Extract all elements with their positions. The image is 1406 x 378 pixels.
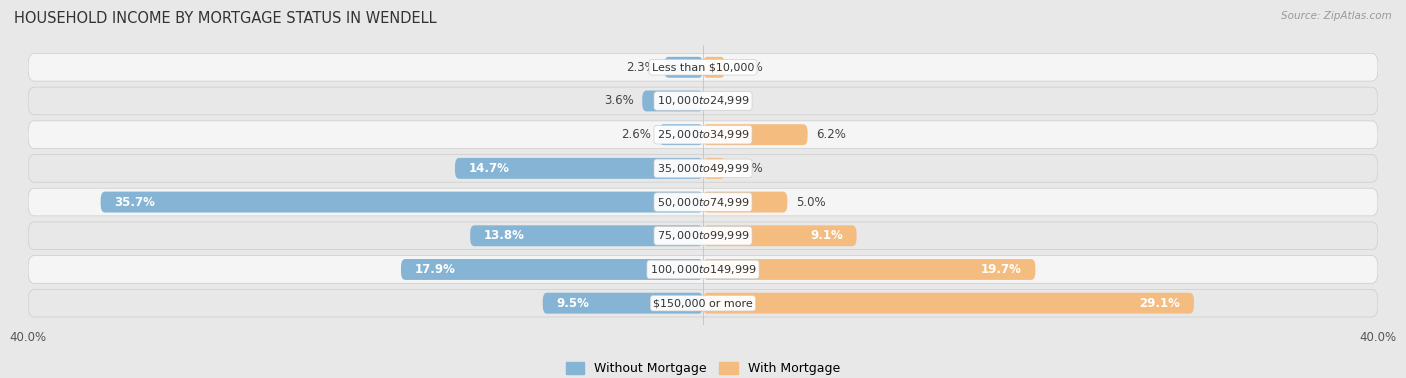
Text: 35.7%: 35.7% [114, 195, 155, 209]
Text: $75,000 to $99,999: $75,000 to $99,999 [657, 229, 749, 242]
Text: Source: ZipAtlas.com: Source: ZipAtlas.com [1281, 11, 1392, 21]
Legend: Without Mortgage, With Mortgage: Without Mortgage, With Mortgage [561, 357, 845, 378]
FancyBboxPatch shape [703, 192, 787, 212]
FancyBboxPatch shape [643, 90, 703, 112]
FancyBboxPatch shape [659, 124, 703, 145]
Text: $25,000 to $34,999: $25,000 to $34,999 [657, 128, 749, 141]
FancyBboxPatch shape [101, 192, 703, 212]
FancyBboxPatch shape [703, 293, 1194, 314]
Text: 2.6%: 2.6% [621, 128, 651, 141]
Text: 6.2%: 6.2% [815, 128, 846, 141]
FancyBboxPatch shape [401, 259, 703, 280]
Text: $150,000 or more: $150,000 or more [654, 298, 752, 308]
Text: 5.0%: 5.0% [796, 195, 825, 209]
FancyBboxPatch shape [664, 57, 703, 78]
Text: 2.3%: 2.3% [626, 61, 655, 74]
Text: 17.9%: 17.9% [415, 263, 456, 276]
Text: 19.7%: 19.7% [981, 263, 1022, 276]
FancyBboxPatch shape [543, 293, 703, 314]
FancyBboxPatch shape [703, 57, 725, 78]
FancyBboxPatch shape [703, 259, 1035, 280]
Text: $10,000 to $24,999: $10,000 to $24,999 [657, 94, 749, 107]
FancyBboxPatch shape [703, 158, 725, 179]
FancyBboxPatch shape [456, 158, 703, 179]
FancyBboxPatch shape [28, 53, 1378, 81]
FancyBboxPatch shape [28, 87, 1378, 115]
FancyBboxPatch shape [703, 225, 856, 246]
FancyBboxPatch shape [28, 256, 1378, 283]
Text: 1.3%: 1.3% [734, 162, 763, 175]
Text: 13.8%: 13.8% [484, 229, 524, 242]
Text: 29.1%: 29.1% [1140, 297, 1181, 310]
FancyBboxPatch shape [28, 188, 1378, 216]
Text: 9.1%: 9.1% [810, 229, 844, 242]
FancyBboxPatch shape [28, 289, 1378, 317]
Text: $50,000 to $74,999: $50,000 to $74,999 [657, 195, 749, 209]
FancyBboxPatch shape [28, 222, 1378, 249]
Text: Less than $10,000: Less than $10,000 [652, 62, 754, 72]
FancyBboxPatch shape [703, 124, 807, 145]
Text: 14.7%: 14.7% [468, 162, 509, 175]
Text: 0.0%: 0.0% [711, 94, 741, 107]
Text: 3.6%: 3.6% [605, 94, 634, 107]
FancyBboxPatch shape [28, 121, 1378, 149]
Text: HOUSEHOLD INCOME BY MORTGAGE STATUS IN WENDELL: HOUSEHOLD INCOME BY MORTGAGE STATUS IN W… [14, 11, 437, 26]
Text: $100,000 to $149,999: $100,000 to $149,999 [650, 263, 756, 276]
FancyBboxPatch shape [28, 155, 1378, 182]
Text: 1.3%: 1.3% [734, 61, 763, 74]
Text: 9.5%: 9.5% [557, 297, 589, 310]
Text: $35,000 to $49,999: $35,000 to $49,999 [657, 162, 749, 175]
FancyBboxPatch shape [470, 225, 703, 246]
